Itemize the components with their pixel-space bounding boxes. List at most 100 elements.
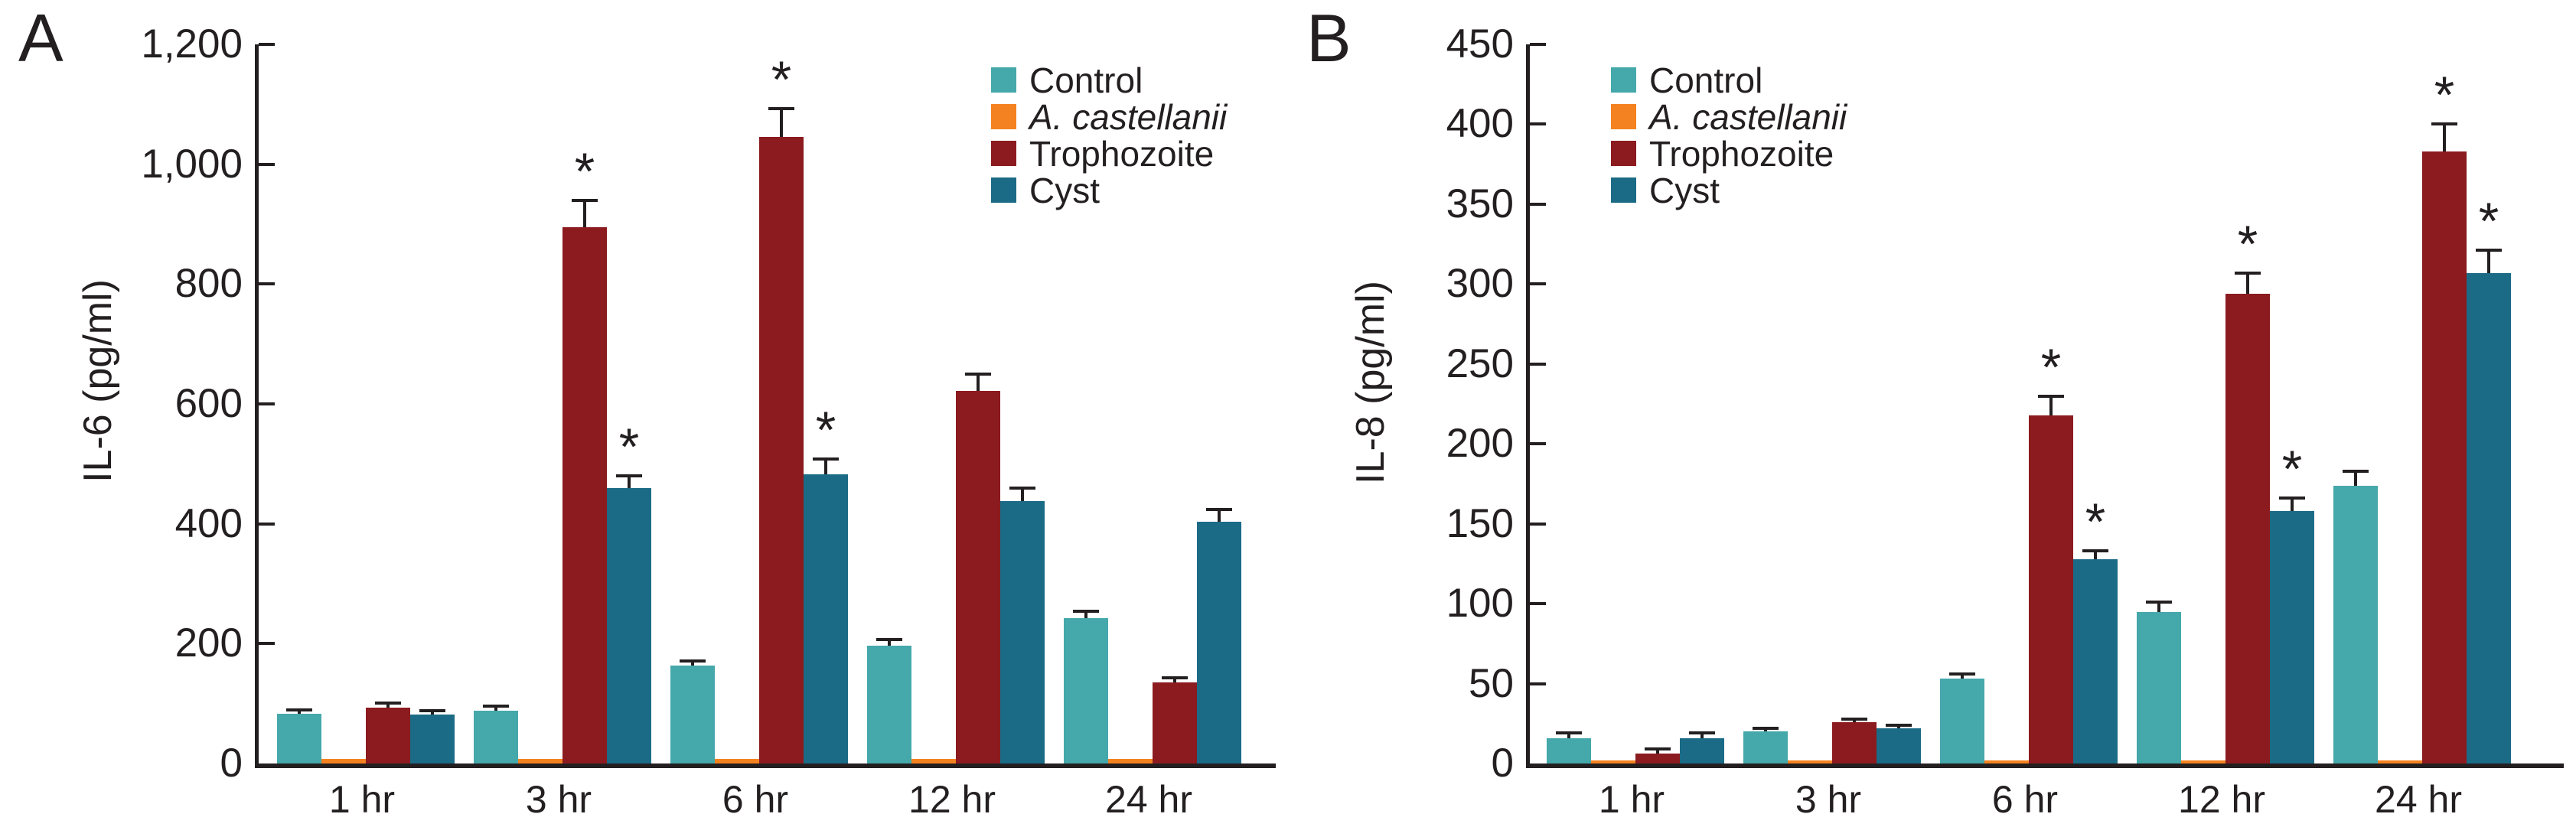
error-bar-cap (2279, 497, 2305, 500)
error-bar-cap (2082, 549, 2108, 553)
y-tick-label: 350 (1446, 181, 1514, 226)
error-bar-cap (965, 372, 991, 376)
error-bar (1084, 611, 1087, 619)
bar-cyst-1hr (1680, 737, 1724, 763)
x-category-label: 3 hr (1795, 778, 1862, 821)
error-bar (1853, 718, 1856, 722)
y-tick (1530, 442, 1546, 446)
bar-a-castellanii-3hr (1788, 760, 1832, 763)
x-category-label: 1 hr (1598, 778, 1665, 821)
x-category-label: 1 hr (328, 778, 396, 821)
plot-area: * * * * * * (1526, 43, 2564, 768)
error-bar (628, 476, 631, 488)
y-tick (1530, 602, 1546, 606)
bar-a-castellanii-12hr (911, 758, 956, 763)
bar-a-castellanii-1hr (1591, 760, 1635, 763)
y-tick-label: 800 (174, 261, 243, 307)
error-bar-cap (1753, 727, 1779, 731)
y-tick-label: 1,200 (141, 21, 243, 67)
y-tick (1530, 202, 1546, 206)
legend: Control A. castellanii Trophozoite Cyst (991, 63, 1227, 214)
legend-label: Control (1029, 60, 1143, 100)
error-bar (2291, 498, 2294, 511)
legend-item: A. castellanii (991, 99, 1227, 135)
x-category-label: 24 hr (1105, 778, 1192, 821)
bar-cyst-3hr (607, 487, 651, 763)
error-bar-cap (1556, 731, 1582, 735)
panel-b: B IL-8 (pg/ml) * * * * * * Control A. castella… (1288, 0, 2576, 840)
x-category-label: 12 hr (2178, 778, 2265, 821)
legend-swatch (1611, 141, 1636, 166)
error-bar (1173, 677, 1176, 683)
y-tick (1530, 122, 1546, 126)
legend-swatch (991, 177, 1016, 203)
error-bar (386, 702, 390, 708)
legend-swatch (991, 104, 1016, 129)
error-bar-cap (1645, 747, 1671, 751)
error-bar (2487, 250, 2490, 273)
bar-cyst-1hr (410, 714, 455, 763)
error-bar (1656, 749, 1659, 754)
bar-trophozoite-1hr (366, 708, 410, 763)
legend-label: Cyst (1029, 170, 1100, 210)
legend-item: A. castellanii (1611, 99, 1847, 135)
bar-cyst-3hr (1877, 728, 1921, 763)
y-tick (259, 43, 275, 46)
bar-cyst-6hr (804, 474, 848, 763)
x-category-label: 6 hr (1991, 778, 2059, 821)
y-tick-label: 0 (1491, 741, 1514, 786)
y-tick (1530, 362, 1546, 366)
legend-swatch (1611, 104, 1636, 129)
error-bar (1567, 733, 1570, 738)
error-bar-cap (1841, 717, 1867, 721)
significance-asterisk: * (2281, 440, 2303, 499)
y-tick (1530, 682, 1546, 685)
bar-trophozoite-12hr (2225, 293, 2270, 763)
bar-cyst-24hr (2467, 272, 2511, 763)
panel-letter: B (1306, 0, 1352, 76)
bar-trophozoite-12hr (956, 390, 1000, 763)
error-bar (431, 711, 434, 715)
bar-a-castellanii-24hr (2378, 760, 2422, 763)
legend-label: Trophozoite (1029, 133, 1215, 174)
error-bar (888, 639, 891, 646)
y-tick-label: 100 (1446, 581, 1514, 627)
y-tick-label: 400 (174, 500, 243, 546)
y-tick-label: 200 (1446, 421, 1514, 467)
error-bar-cap (1162, 676, 1188, 679)
error-bar-cap (2476, 249, 2502, 252)
y-tick-label: 250 (1446, 340, 1514, 386)
legend-item: Cyst (1611, 173, 1847, 208)
legend-swatch (1611, 67, 1636, 93)
bar-trophozoite-3hr (562, 226, 607, 763)
error-bar-cap (419, 709, 445, 713)
legend-swatch (991, 141, 1016, 166)
error-bar (298, 710, 301, 714)
y-axis-title: IL-6 (pg/ml) (76, 279, 120, 483)
x-category-label: 12 hr (908, 778, 996, 821)
error-bar-cap (1009, 486, 1035, 490)
x-category-label: 3 hr (525, 778, 592, 821)
significance-asterisk: * (2040, 337, 2062, 396)
error-bar-cap (2146, 601, 2172, 604)
y-tick (259, 642, 275, 646)
legend-item: Control (991, 63, 1227, 98)
error-bar (2354, 470, 2357, 486)
error-bar (780, 108, 783, 138)
bar-cyst-6hr (2073, 558, 2118, 763)
bar-a-castellanii-3hr (518, 758, 562, 763)
error-bar-cap (876, 637, 902, 641)
significance-asterisk: * (771, 50, 792, 109)
significance-asterisk: * (2434, 66, 2455, 125)
bar-control-3hr (474, 711, 518, 763)
error-bar-cap (2431, 122, 2457, 126)
bar-control-3hr (1743, 731, 1788, 763)
error-bar (1961, 674, 1964, 679)
error-bar (1764, 728, 1767, 732)
bar-a-castellanii-6hr (1984, 760, 2029, 763)
y-tick-label: 50 (1469, 660, 1514, 706)
x-category-label: 6 hr (722, 778, 789, 821)
x-category-label: 24 hr (2375, 778, 2462, 821)
panel-a: A IL-6 (pg/ml) * * * * Control A. castellani… (18, 5, 1276, 821)
error-bar-cap (1949, 672, 1975, 676)
